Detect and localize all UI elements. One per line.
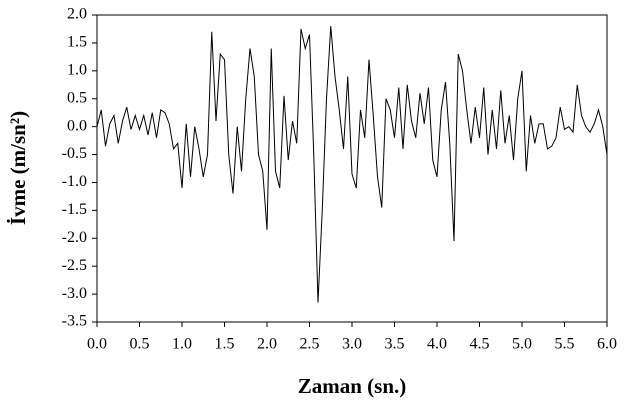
y-tick-label: -2.0 — [62, 229, 87, 246]
x-tick-label: 2.0 — [257, 336, 277, 353]
y-tick-label: 0.5 — [67, 89, 87, 106]
x-tick-label: 5.5 — [555, 336, 575, 353]
y-tick-label: 1.0 — [67, 61, 87, 78]
x-tick-label: 0.5 — [130, 336, 150, 353]
y-tick-label: -2.5 — [62, 257, 87, 274]
x-tick-label: 6.0 — [597, 336, 617, 353]
y-tick-label: -3.5 — [62, 313, 87, 330]
y-tick-label: 2.0 — [67, 6, 87, 23]
y-axis-title: İvme (m/sn²) — [6, 111, 30, 225]
x-tick-label: 1.5 — [215, 336, 235, 353]
y-tick-label: 0.0 — [67, 117, 87, 134]
x-tick-label: 5.0 — [512, 336, 532, 353]
y-tick-label: -0.5 — [62, 145, 87, 162]
x-tick-label: 4.5 — [470, 336, 490, 353]
x-tick-label: 3.5 — [385, 336, 405, 353]
x-tick-label: 4.0 — [427, 336, 447, 353]
x-axis-title: Zaman (sn.) — [298, 374, 407, 398]
x-tick-label: 2.5 — [300, 336, 320, 353]
y-tick-label: -3.0 — [62, 285, 87, 302]
x-tick-label: 0.0 — [87, 336, 107, 353]
y-tick-label: -1.0 — [62, 173, 87, 190]
x-tick-label: 1.0 — [172, 336, 192, 353]
y-tick-label: -1.5 — [62, 201, 87, 218]
data-line — [96, 26, 608, 303]
y-tick-label: 1.5 — [67, 34, 87, 51]
x-tick-label: 3.0 — [342, 336, 362, 353]
